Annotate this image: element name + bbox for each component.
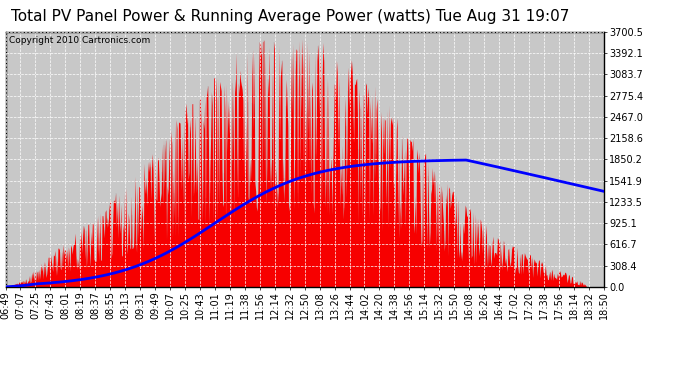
Text: Total PV Panel Power & Running Average Power (watts) Tue Aug 31 19:07: Total PV Panel Power & Running Average P… (10, 9, 569, 24)
Text: Copyright 2010 Cartronics.com: Copyright 2010 Cartronics.com (8, 36, 150, 45)
